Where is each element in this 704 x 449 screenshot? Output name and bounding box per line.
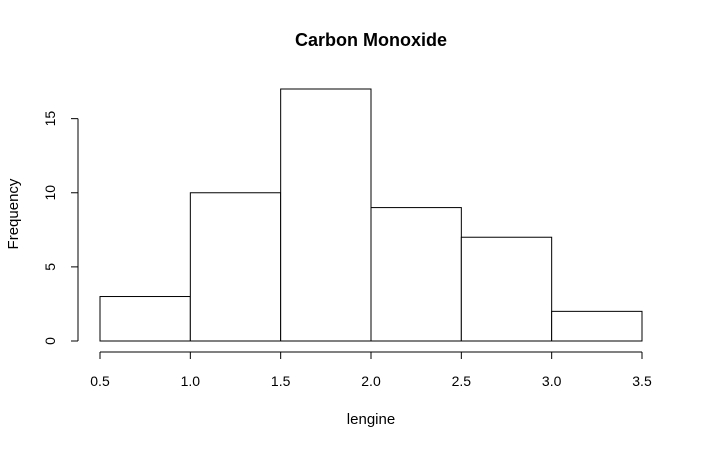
x-tick-label: 1.0 [181, 373, 201, 389]
y-tick-label: 15 [42, 111, 58, 127]
x-tick-label: 0.5 [90, 373, 110, 389]
y-tick-label: 10 [42, 185, 58, 201]
x-tick-label: 3.0 [542, 373, 562, 389]
histogram-bar [280, 88, 372, 342]
x-tick-label: 2.5 [452, 373, 472, 389]
bars-group [99, 88, 643, 342]
y-axis-label: Frequency [5, 178, 22, 249]
histogram-bar [551, 310, 643, 342]
y-axis: 0 5 10 15 [42, 111, 79, 345]
x-axis-label: lengine [347, 411, 395, 428]
histogram-bar [370, 207, 462, 342]
x-tick-label: 3.5 [632, 373, 652, 389]
histogram-bar [189, 192, 282, 342]
histogram-bar [460, 236, 553, 342]
histogram-bar [99, 296, 191, 342]
y-tick-label: 0 [42, 337, 58, 345]
x-axis: 0.5 1.0 1.5 2.0 2.5 3.0 3.5 [90, 351, 652, 389]
y-tick-label: 5 [42, 263, 58, 271]
chart-title: Carbon Monoxide [295, 30, 447, 50]
x-tick-label: 1.5 [271, 373, 291, 389]
x-tick-label: 2.0 [361, 373, 381, 389]
